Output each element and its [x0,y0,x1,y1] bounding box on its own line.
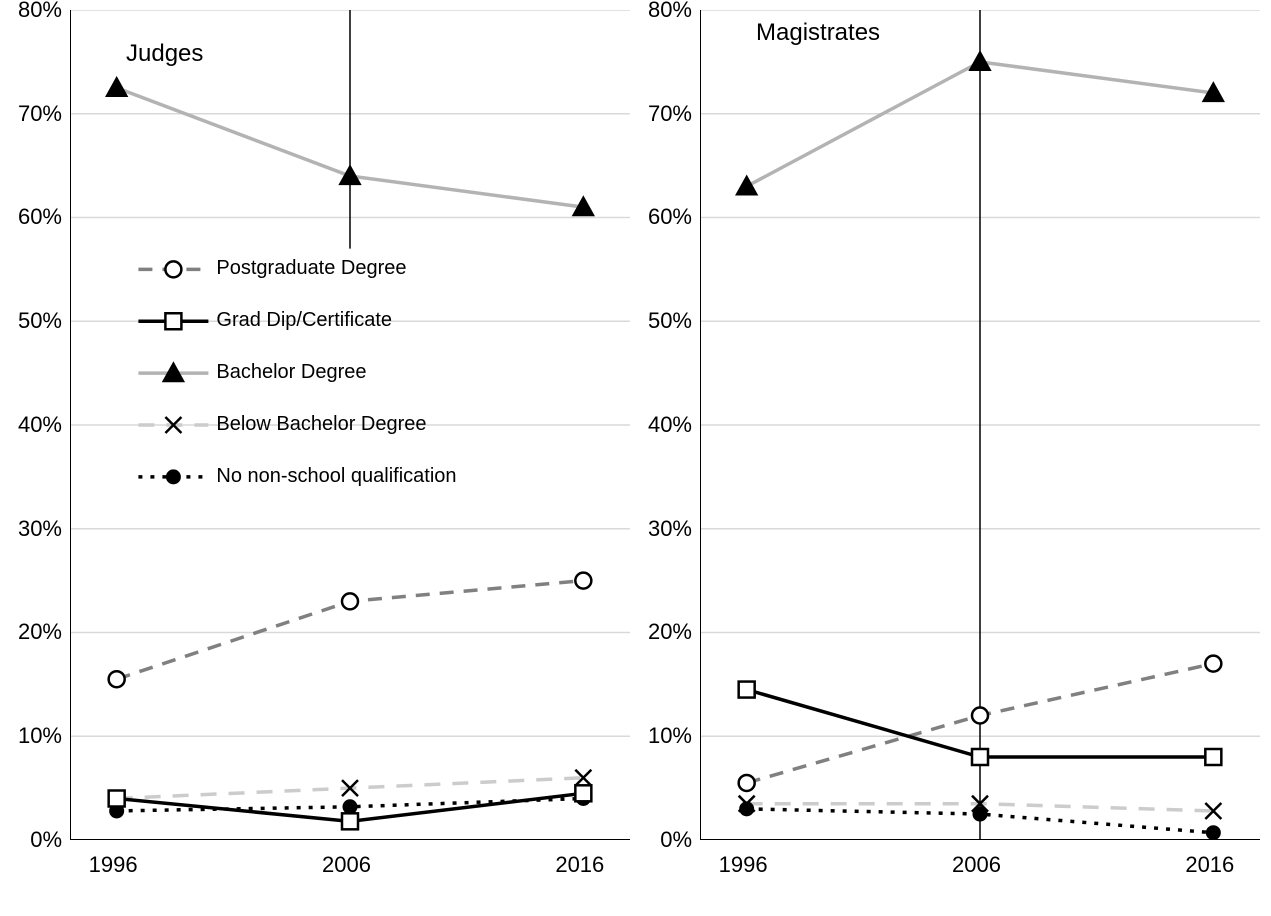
figure-root: 0% 10% 20% 30% 40% 50% 60% 70% 80% 1996 2006 2016 Ju… [0,0,1271,916]
x-tick-label: 2006 [952,852,1001,878]
y-tick-label: 70% [632,101,692,127]
panel-title: Magistrates [756,19,880,47]
y-tick-label: 50% [2,308,62,334]
x-tick-label: 1996 [719,852,768,878]
y-tick-label: 60% [2,204,62,230]
y-tick-label: 20% [2,619,62,645]
y-tick-label: 10% [632,723,692,749]
legend-label: Grad Dip/Certificate [216,309,392,332]
y-tick-label: 80% [2,0,62,23]
x-tick-label: 2016 [555,852,604,878]
y-tick-label: 40% [2,412,62,438]
y-tick-label: 10% [2,723,62,749]
y-tick-label: 40% [632,412,692,438]
y-tick-label: 20% [632,619,692,645]
y-tick-label: 60% [632,204,692,230]
chart-panel-magistrates: 0%10%20%30%40%50%60%70%80%199620062016Ma… [700,10,1260,840]
y-tick-label: 50% [632,308,692,334]
y-tick-label: 80% [632,0,692,23]
y-tick-label: 0% [632,827,692,853]
legend-label: Postgraduate Degree [216,257,406,280]
x-tick-label: 2016 [1185,852,1234,878]
legend-label: Below Bachelor Degree [216,413,426,436]
x-tick-label: 2006 [322,852,371,878]
y-tick-label: 30% [632,516,692,542]
y-tick-label: 0% [2,827,62,853]
panel-title: Judges [126,40,203,68]
y-tick-label: 30% [2,516,62,542]
x-tick-label: 1996 [89,852,138,878]
chart-panel-judges: 0%10%20%30%40%50%60%70%80%199620062016Ju… [70,10,630,840]
legend-label: Bachelor Degree [216,361,366,384]
y-tick-label: 70% [2,101,62,127]
legend-label: No non-school qualification [216,465,456,488]
